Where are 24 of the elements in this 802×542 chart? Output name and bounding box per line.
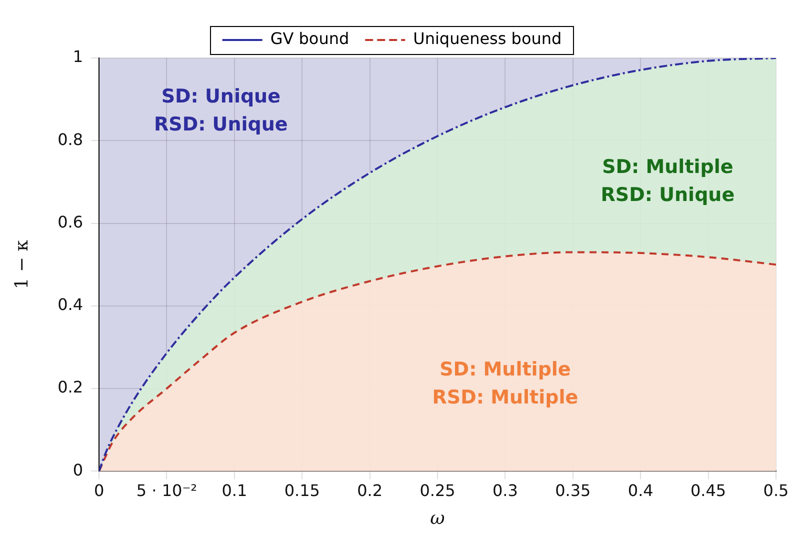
y-axis-title: 1 − κ: [11, 239, 32, 290]
y-tick-label: 0.4: [58, 295, 84, 314]
y-tick-label: 0.6: [58, 212, 84, 232]
annotation: SD: Multiple RSD: Multiple: [432, 358, 578, 408]
x-tick-label: 0.15: [284, 480, 320, 500]
annotation: SD: Unique RSD: Unique: [154, 86, 288, 136]
x-tick-label: 0.5: [763, 480, 789, 500]
legend-label: GV bound: [270, 29, 350, 48]
x-tick-label: 0.4: [628, 480, 654, 500]
x-tick-label: 0.35: [555, 480, 591, 500]
y-tick-label: 0.2: [58, 378, 84, 397]
x-tick-label: 0: [94, 480, 104, 500]
y-tick-label: 0: [72, 460, 84, 480]
x-tick-label: 0.45: [690, 480, 726, 500]
y-tick-label: 1: [72, 47, 84, 66]
x-tick-label: 0.2: [357, 480, 383, 500]
legend-label: Uniqueness bound: [413, 29, 562, 48]
x-axis-title: ω: [430, 508, 446, 529]
x-tick-label: 0.3: [492, 480, 518, 500]
x-tick-label: 5 · 10⁻²: [136, 480, 198, 500]
x-tick-label: 0.25: [420, 480, 456, 500]
annotation: SD: Multiple RSD: Unique: [600, 156, 735, 206]
x-tick-label: 0.1: [222, 480, 248, 500]
y-tick-label: 0.8: [58, 130, 84, 149]
